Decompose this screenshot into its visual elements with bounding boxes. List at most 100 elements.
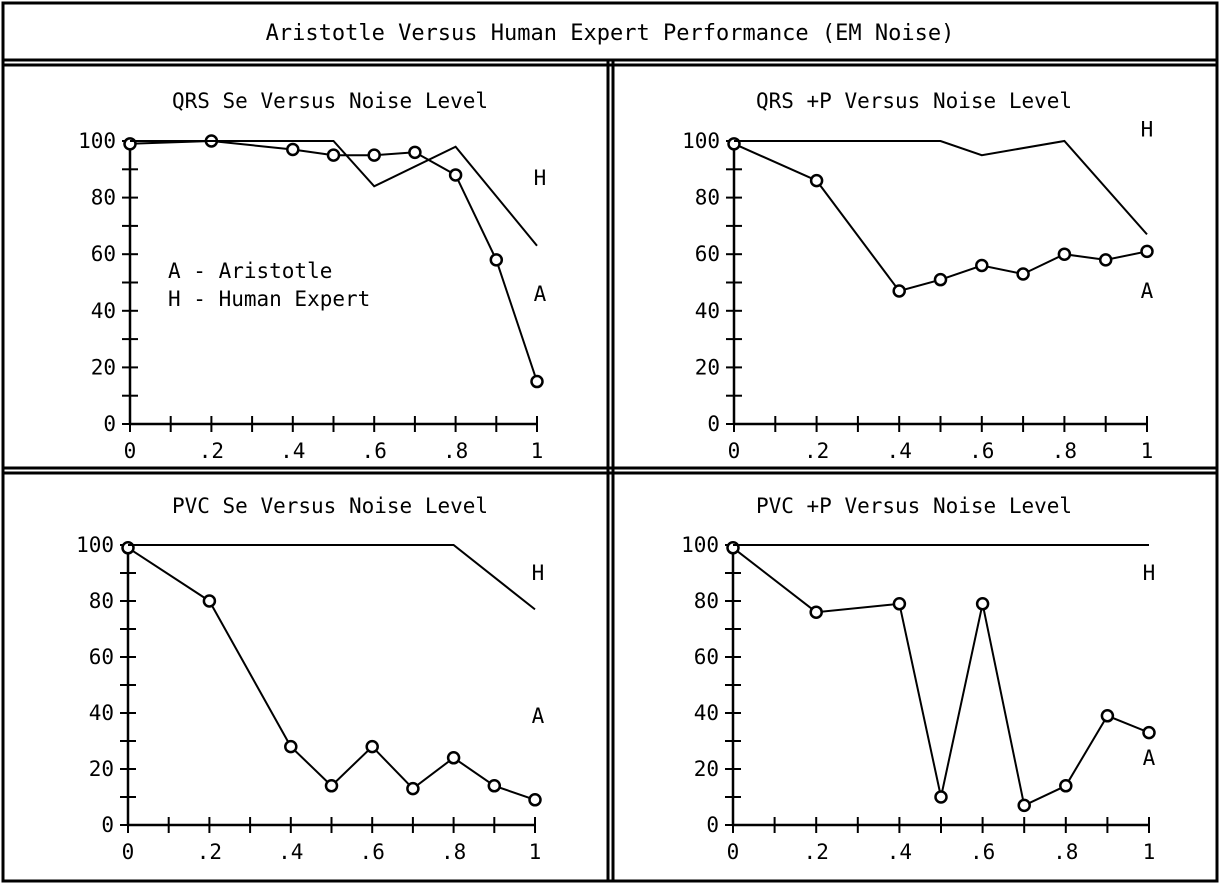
- data-point-a: [448, 168, 463, 182]
- legend-entry-human-expert: H - Human Expert: [168, 287, 370, 311]
- y-tick-label: 40: [695, 299, 720, 323]
- x-tick-label: 1: [529, 840, 542, 864]
- y-tick-label: 20: [91, 355, 116, 379]
- y-tick-label: 60: [89, 645, 114, 669]
- y-tick-label: 0: [706, 813, 719, 837]
- x-tick-label: .8: [1052, 439, 1077, 463]
- data-point-a: [892, 597, 907, 611]
- x-tick-label: .8: [443, 439, 468, 463]
- figure-title: Aristotle Versus Human Expert Performanc…: [266, 21, 955, 46]
- data-point-a: [326, 148, 341, 162]
- series-line-h: [734, 139, 1148, 236]
- x-tick-label: .6: [362, 439, 387, 463]
- chart-panel-1: QRS Se Versus Noise Level 0 .2 .4 .6 .8 1 0 20 40…: [78, 89, 547, 463]
- data-point-a: [1017, 798, 1031, 813]
- y-tick-label: 60: [694, 645, 719, 669]
- data-point-a: [408, 145, 422, 160]
- y-tick-label: 20: [695, 355, 720, 379]
- data-point-a: [1016, 267, 1030, 281]
- data-point-a: [286, 142, 300, 157]
- y-tick-label: 0: [101, 813, 114, 837]
- y-tick-label: 60: [91, 242, 116, 266]
- data-point-a: [489, 253, 504, 267]
- x-tick-label: .8: [441, 840, 466, 864]
- x-tick-label: 0: [728, 439, 741, 463]
- x-tick-label: .6: [969, 439, 994, 463]
- data-point-a: [123, 137, 137, 151]
- x-tick-label: 0: [122, 840, 135, 864]
- x-tick-label: 0: [124, 439, 137, 463]
- data-point-a: [446, 751, 461, 765]
- x-tick-label: 1: [1141, 439, 1154, 463]
- chart-panel-2: QRS +P Versus Noise Level 0 .2 .4 .6 .8 1 0 20 40…: [682, 89, 1154, 463]
- series-line-a: [733, 142, 1148, 293]
- legend: A - Aristotle H - Human Expert: [168, 259, 370, 311]
- y-tick-label: 0: [707, 412, 720, 436]
- data-point-a: [202, 594, 217, 608]
- y-tick-label: 80: [694, 589, 719, 613]
- y-tick-label: 40: [694, 701, 719, 725]
- chart-panel-4: PVC +P Versus Noise Level 0 .2 .4 .6 .8 1 0 20 40…: [681, 494, 1156, 864]
- x-tick-label: .6: [970, 840, 995, 864]
- series-label-a: A: [1143, 746, 1156, 770]
- panel-title: QRS Se Versus Noise Level: [172, 89, 488, 113]
- data-point-a: [1100, 709, 1115, 723]
- series-label-h: H: [532, 561, 545, 585]
- data-point-a: [727, 137, 741, 151]
- data-point-a: [324, 779, 339, 793]
- x-tick-label: 0: [727, 840, 740, 864]
- data-point-a: [892, 284, 906, 298]
- data-point-a: [528, 793, 542, 807]
- y-tick-label: 20: [694, 757, 719, 781]
- y-tick-label: 0: [103, 412, 116, 436]
- y-tick-label: 80: [91, 186, 116, 210]
- data-point-a: [809, 605, 823, 619]
- x-tick-label: .4: [280, 439, 305, 463]
- data-point-a: [726, 541, 740, 555]
- x-tick-label: .2: [804, 439, 829, 463]
- series-label-h: H: [534, 166, 547, 190]
- series-label-a: A: [534, 282, 547, 306]
- y-tick-label: 80: [695, 186, 720, 210]
- data-point-a: [1059, 779, 1073, 793]
- series-label-a: A: [532, 704, 545, 728]
- data-point-a: [530, 374, 544, 389]
- data-point-a: [975, 258, 989, 273]
- data-point-a: [933, 272, 948, 287]
- data-point-a: [975, 597, 990, 611]
- x-tick-label: .8: [1053, 840, 1078, 864]
- data-point-a: [365, 739, 379, 754]
- x-tick-label: 1: [1143, 840, 1156, 864]
- data-point-a: [121, 541, 135, 555]
- legend-entry-aristotle: A - Aristotle: [168, 259, 332, 283]
- data-point-a: [367, 148, 381, 162]
- x-tick-label: .2: [199, 439, 224, 463]
- data-point-a: [809, 173, 824, 188]
- y-tick-label: 80: [89, 589, 114, 613]
- x-tick-label: .6: [360, 840, 385, 864]
- panel-title: PVC +P Versus Noise Level: [756, 494, 1072, 518]
- x-tick-label: 1: [531, 439, 544, 463]
- series-line-a: [127, 546, 536, 801]
- y-tick-label: 100: [78, 129, 116, 153]
- data-point-a: [1098, 253, 1113, 267]
- chart-panel-3: PVC Se Versus Noise Level 0 .2 .4 .6 .8 1 0 20 40…: [76, 494, 545, 864]
- y-tick-label: 60: [695, 242, 720, 266]
- data-point-a: [406, 781, 420, 796]
- x-tick-label: .4: [278, 840, 303, 864]
- data-point-a: [934, 790, 948, 804]
- y-tick-label: 100: [76, 533, 114, 557]
- data-point-a: [1140, 244, 1154, 259]
- y-tick-label: 40: [89, 701, 114, 725]
- y-tick-label: 100: [681, 533, 719, 557]
- data-point-a: [284, 739, 298, 754]
- series-label-h: H: [1143, 561, 1156, 585]
- x-tick-label: .2: [197, 840, 222, 864]
- y-tick-label: 100: [682, 129, 720, 153]
- series-line-a: [732, 547, 1150, 807]
- series-line-h: [128, 544, 536, 611]
- x-tick-label: .2: [804, 840, 829, 864]
- series-label-a: A: [1141, 279, 1154, 303]
